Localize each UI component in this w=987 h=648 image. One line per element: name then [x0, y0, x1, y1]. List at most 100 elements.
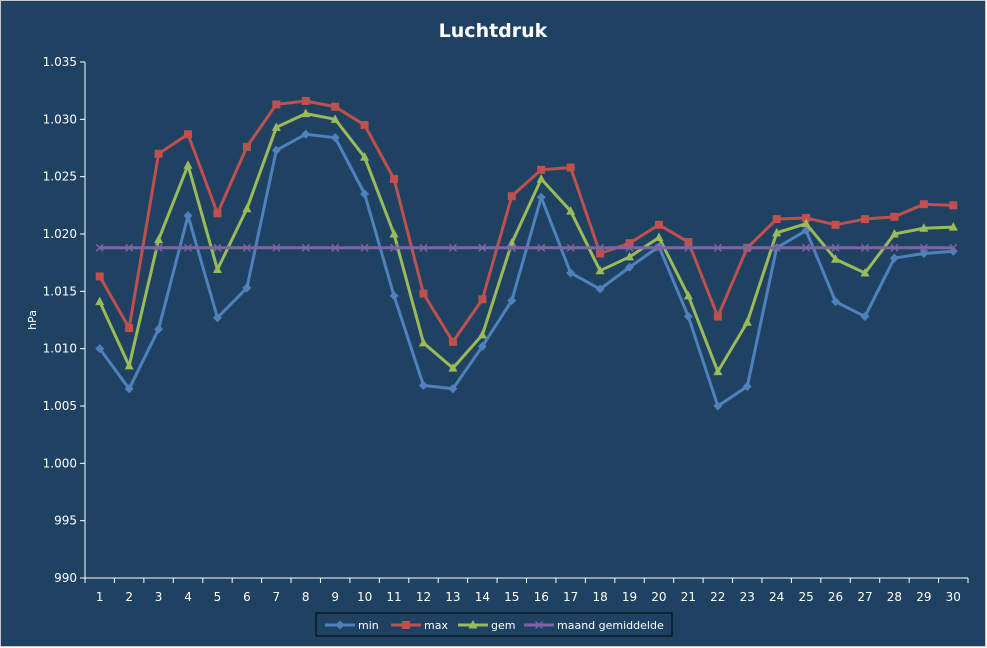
series-gem-point	[713, 366, 723, 376]
series-gem-point	[566, 206, 576, 215]
series-max-point	[125, 324, 134, 333]
x-tick-label: 25	[798, 590, 813, 604]
x-tick-label: 4	[184, 590, 192, 604]
series-max-point	[184, 130, 193, 139]
series-maand-gemiddelde	[95, 243, 958, 252]
series-gem-point	[831, 254, 841, 263]
series-maand-gemiddelde-point	[596, 243, 605, 252]
series-maand-gemiddelde-point	[654, 243, 663, 252]
series-max-point	[713, 312, 722, 321]
series-max-point	[478, 295, 487, 304]
series-max-point	[301, 96, 310, 105]
series-gem	[95, 108, 958, 376]
series-min-point	[154, 324, 164, 334]
series-max-point	[625, 239, 634, 248]
series-gem-point	[389, 229, 399, 238]
y-tick-label: 995	[54, 514, 77, 528]
series-min-point	[95, 344, 105, 354]
x-tick-label: 14	[475, 590, 490, 604]
series-gem-point	[536, 173, 546, 183]
series-min-point	[536, 192, 546, 202]
series-maand-gemiddelde-point	[478, 243, 487, 252]
legend-item-maand-gemiddelde-point	[534, 620, 544, 630]
series-min-point	[919, 248, 929, 258]
series-gem-point	[360, 152, 370, 161]
series-maand-gemiddelde-point	[802, 243, 811, 252]
x-tick-label: 27	[857, 590, 872, 604]
series-maand-gemiddelde-point	[566, 243, 575, 252]
series-max-point	[213, 209, 222, 218]
series-maand-gemiddelde-point	[507, 243, 516, 252]
y-tick-label: 1.025	[43, 170, 77, 184]
series-max-point	[684, 238, 693, 247]
series-maand-gemiddelde-point	[242, 243, 251, 252]
series-gem-point	[948, 222, 958, 231]
series-min-point	[183, 211, 193, 221]
series-min-point	[625, 262, 635, 272]
series-min-point	[242, 283, 252, 293]
legend-box	[315, 612, 673, 637]
series-max-point	[360, 121, 369, 130]
legend-item-max-label: max	[424, 619, 448, 632]
series-max	[95, 96, 958, 346]
y-tick-label: 1.010	[43, 342, 77, 356]
series-max-point	[95, 272, 104, 281]
x-tick-label: 13	[445, 590, 460, 604]
series-max-point	[890, 212, 899, 221]
series-max-point	[566, 163, 575, 172]
series-gem-line	[98, 112, 954, 374]
series-min-point	[742, 382, 752, 392]
series-maand-gemiddelde-point	[919, 243, 928, 252]
series-gem-point	[801, 218, 811, 228]
series-group	[95, 96, 958, 411]
y-tick-label: 1.015	[43, 284, 77, 298]
legend-item-min-label: min	[358, 619, 379, 632]
x-tick-label: 17	[563, 590, 578, 604]
x-tick-label: 22	[710, 590, 725, 604]
chart-title: Luchtdruk	[439, 20, 548, 42]
series-maand-gemiddelde-point	[860, 243, 870, 252]
legend-item-min-point	[335, 620, 345, 630]
series-maand-gemiddelde-point	[448, 243, 457, 252]
series-gem-point	[772, 227, 782, 237]
series-maand-gemiddelde-point	[301, 243, 310, 252]
series-maand-gemiddelde-point	[772, 243, 781, 252]
y-axis-title: hPa	[26, 310, 39, 330]
legend-item-gem-point	[468, 620, 478, 629]
series-maand-gemiddelde-point	[625, 243, 634, 252]
x-tick-label: 21	[681, 590, 696, 604]
x-tick-label: 10	[357, 590, 372, 604]
series-gem-point	[271, 122, 281, 131]
series-min-point	[124, 384, 134, 394]
series-gem-point	[183, 160, 193, 169]
y-tick-label: 1.005	[43, 399, 77, 413]
series-gem-point	[654, 232, 664, 241]
series-min-point	[683, 312, 693, 322]
series-min-point	[330, 133, 340, 143]
axes: 990 995 1.000 1.005 1.010 1.015 1.020 1.025 1.03…	[43, 55, 969, 604]
series-max-point	[919, 200, 928, 209]
x-tick-label: 8	[302, 590, 310, 604]
series-maand-gemiddelde-point	[390, 243, 399, 252]
series-maand-gemiddelde-point	[331, 243, 340, 252]
series-gem-point	[919, 223, 929, 232]
y-tick-label: 1.035	[43, 55, 77, 69]
series-min-point	[889, 253, 899, 263]
series-max-point	[802, 213, 811, 222]
series-maand-gemiddelde-point	[831, 243, 840, 252]
y-tick-label: 1.020	[43, 227, 77, 241]
series-gem-point	[154, 234, 164, 244]
series-min-point	[566, 268, 576, 278]
series-max-point	[507, 192, 516, 201]
series-max-point	[448, 337, 457, 346]
series-maand-gemiddelde-point	[743, 243, 752, 252]
x-tick-label: 5	[214, 590, 222, 604]
series-max-point	[419, 289, 428, 298]
x-tick-label: 26	[828, 590, 843, 604]
x-tick-label: 19	[622, 590, 637, 604]
series-maand-gemiddelde-point	[684, 243, 693, 252]
series-max-point	[860, 215, 869, 224]
series-min-point	[301, 129, 311, 139]
